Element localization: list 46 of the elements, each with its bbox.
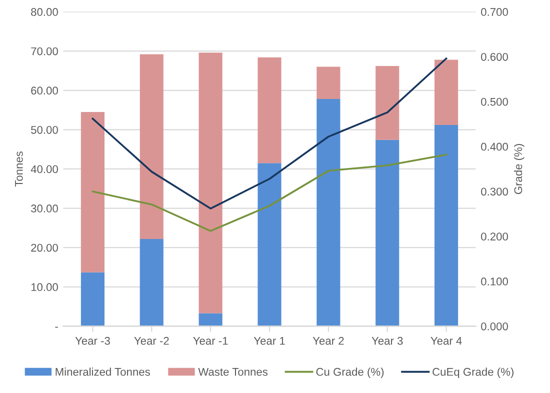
y2-tick-label: 0.700 xyxy=(481,8,508,16)
y2-tick-label: 0.500 xyxy=(481,98,508,106)
x-tick-label: Year 4 xyxy=(430,337,462,345)
x-tick-label: Year 1 xyxy=(254,337,285,345)
bar xyxy=(376,140,400,326)
line-series xyxy=(92,58,448,210)
x-tick-label: Year -1 xyxy=(193,337,228,345)
bar xyxy=(198,52,222,314)
bar xyxy=(434,124,458,326)
line-series xyxy=(92,154,448,232)
bar xyxy=(140,238,164,326)
y-tick-label: 70.00 xyxy=(31,47,58,56)
legend-label: Cu Grade (%) xyxy=(316,368,384,378)
y2-tick-label: 0.200 xyxy=(481,232,508,240)
y-tick-label: 50.00 xyxy=(31,126,58,134)
y-tick-label: 20.00 xyxy=(31,244,58,252)
y-tick-label: 40.00 xyxy=(30,165,58,174)
x-tick-label: Year -3 xyxy=(75,336,110,345)
y-tick-label: - xyxy=(55,326,58,328)
x-tick-label: Year 2 xyxy=(312,336,344,345)
legend-label: Mineralized Tonnes xyxy=(56,368,150,376)
y2-tick-label: 0.600 xyxy=(481,52,508,61)
y-axis-title: Tonnes xyxy=(15,151,23,187)
bar xyxy=(198,313,222,326)
bar xyxy=(258,163,282,326)
y2-tick-label: 0.100 xyxy=(481,278,508,286)
bar xyxy=(80,112,104,272)
legend-label: CuEq Grade (%) xyxy=(432,368,514,378)
bar xyxy=(258,57,282,164)
bar xyxy=(140,54,164,239)
legend-label: Waste Tonnes xyxy=(198,368,268,376)
y-tick-label: 60.00 xyxy=(31,86,58,95)
y-tick-label: 10.00 xyxy=(31,283,58,292)
y2-axis-title: Grade (%) xyxy=(514,144,524,194)
y-tick-label: 30.00 xyxy=(31,204,58,212)
bar xyxy=(80,272,104,326)
bar xyxy=(434,60,458,125)
bar xyxy=(316,66,340,100)
y2-tick-label: 0.400 xyxy=(481,142,508,151)
bar xyxy=(316,99,340,326)
y-tick-label: 80.00 xyxy=(31,8,58,16)
x-tick-label: Year 3 xyxy=(372,336,403,345)
y2-tick-label: 0.000 xyxy=(481,322,508,330)
y2-tick-label: 0.300 xyxy=(481,188,508,196)
bar xyxy=(376,66,400,140)
x-tick-label: Year -2 xyxy=(134,336,169,345)
